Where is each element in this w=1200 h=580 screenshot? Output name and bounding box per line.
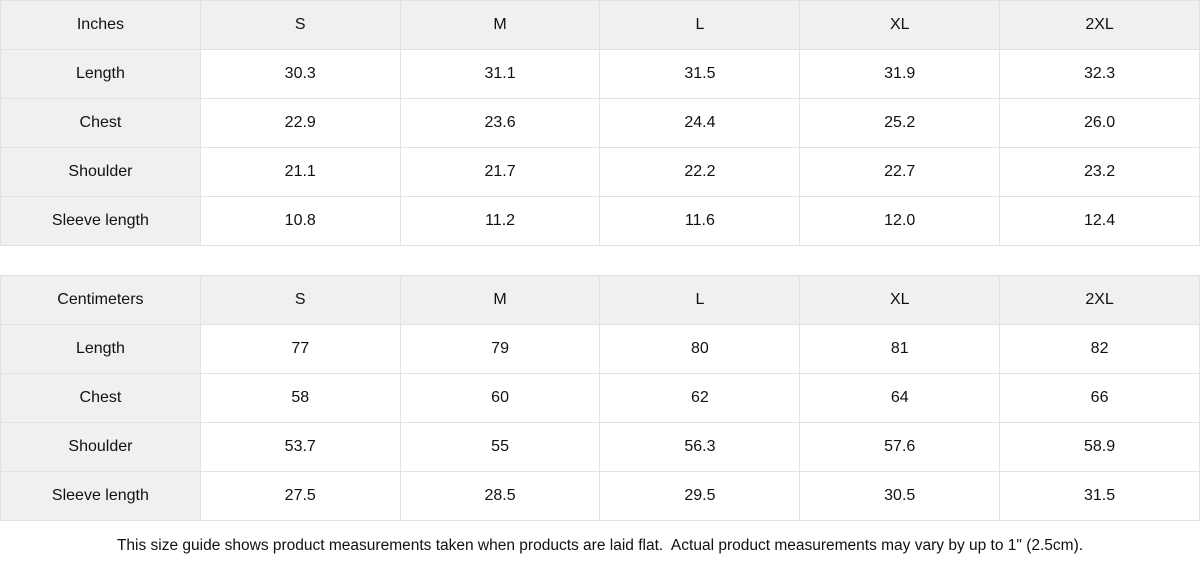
measurement-value-cell: 31.5 (999, 471, 1200, 521)
size-header-cell: 2XL (999, 275, 1200, 325)
size-header-cell: 2XL (999, 0, 1200, 50)
measurement-label-cell: Chest (0, 98, 201, 148)
measurement-value-cell: 10.8 (199, 196, 401, 246)
measurement-value-cell: 31.9 (799, 49, 1001, 99)
measurement-value-cell: 60 (399, 373, 601, 423)
measurement-value-cell: 32.3 (999, 49, 1200, 99)
measurement-value-cell: 66 (999, 373, 1200, 423)
measurement-value-cell: 22.9 (199, 98, 401, 148)
measurement-value-cell: 11.2 (399, 196, 601, 246)
measurement-value-cell: 25.2 (799, 98, 1001, 148)
measurement-value-cell: 31.1 (399, 49, 601, 99)
measurement-value-cell: 12.0 (799, 196, 1001, 246)
measurement-value-cell: 62 (599, 373, 801, 423)
measurement-label-cell: Shoulder (0, 422, 201, 472)
size-table-inches: Inches S M L XL 2XL Length 30.3 31.1 31.5 31.9 32.3… (0, 0, 1200, 246)
size-header-cell: S (199, 0, 401, 50)
size-table-header-row: Inches S M L XL 2XL (0, 0, 1200, 50)
measurement-row: Length 77 79 80 81 82 (0, 324, 1200, 374)
measurement-value-cell: 58.9 (999, 422, 1200, 472)
measurement-value-cell: 12.4 (999, 196, 1200, 246)
measurement-value-cell: 79 (399, 324, 601, 374)
measurement-value-cell: 29.5 (599, 471, 801, 521)
measurement-value-cell: 82 (999, 324, 1200, 374)
size-table-header-row: Centimeters S M L XL 2XL (0, 275, 1200, 325)
measurement-label-cell: Length (0, 324, 201, 374)
measurement-value-cell: 24.4 (599, 98, 801, 148)
measurement-value-cell: 58 (199, 373, 401, 423)
measurement-value-cell: 64 (799, 373, 1001, 423)
measurement-label-cell: Shoulder (0, 147, 201, 197)
measurement-value-cell: 81 (799, 324, 1001, 374)
measurement-value-cell: 55 (399, 422, 601, 472)
measurement-value-cell: 77 (199, 324, 401, 374)
size-header-cell: M (399, 0, 601, 50)
measurement-row: Length 30.3 31.1 31.5 31.9 32.3 (0, 49, 1200, 99)
measurement-value-cell: 26.0 (999, 98, 1200, 148)
measurement-row: Chest 58 60 62 64 66 (0, 373, 1200, 423)
measurement-value-cell: 56.3 (599, 422, 801, 472)
measurement-value-cell: 31.5 (599, 49, 801, 99)
size-table-centimeters: Centimeters S M L XL 2XL Length 77 79 80 81 82 Chest… (0, 275, 1200, 521)
size-header-cell: S (199, 275, 401, 325)
unit-header-cell: Centimeters (0, 275, 201, 325)
size-header-cell: L (599, 0, 801, 50)
measurement-value-cell: 21.7 (399, 147, 601, 197)
size-header-cell: L (599, 275, 801, 325)
measurement-value-cell: 57.6 (799, 422, 1001, 472)
table-gap (0, 246, 1200, 275)
measurement-row: Sleeve length 10.8 11.2 11.6 12.0 12.4 (0, 196, 1200, 246)
measurement-value-cell: 27.5 (199, 471, 401, 521)
measurement-row: Shoulder 53.7 55 56.3 57.6 58.9 (0, 422, 1200, 472)
measurement-row: Shoulder 21.1 21.7 22.2 22.7 23.2 (0, 147, 1200, 197)
measurement-value-cell: 22.2 (599, 147, 801, 197)
measurement-label-cell: Chest (0, 373, 201, 423)
measurement-value-cell: 53.7 (199, 422, 401, 472)
measurement-value-cell: 22.7 (799, 147, 1001, 197)
measurement-label-cell: Sleeve length (0, 471, 201, 521)
measurement-value-cell: 23.2 (999, 147, 1200, 197)
measurement-value-cell: 30.3 (199, 49, 401, 99)
size-guide-disclaimer: This size guide shows product measuremen… (0, 521, 1200, 570)
measurement-label-cell: Length (0, 49, 201, 99)
measurement-label-cell: Sleeve length (0, 196, 201, 246)
size-header-cell: XL (799, 275, 1001, 325)
size-header-cell: XL (799, 0, 1001, 50)
measurement-value-cell: 30.5 (799, 471, 1001, 521)
measurement-value-cell: 21.1 (199, 147, 401, 197)
measurement-value-cell: 28.5 (399, 471, 601, 521)
measurement-value-cell: 80 (599, 324, 801, 374)
measurement-row: Chest 22.9 23.6 24.4 25.2 26.0 (0, 98, 1200, 148)
measurement-row: Sleeve length 27.5 28.5 29.5 30.5 31.5 (0, 471, 1200, 521)
unit-header-cell: Inches (0, 0, 201, 50)
measurement-value-cell: 11.6 (599, 196, 801, 246)
size-header-cell: M (399, 275, 601, 325)
measurement-value-cell: 23.6 (399, 98, 601, 148)
